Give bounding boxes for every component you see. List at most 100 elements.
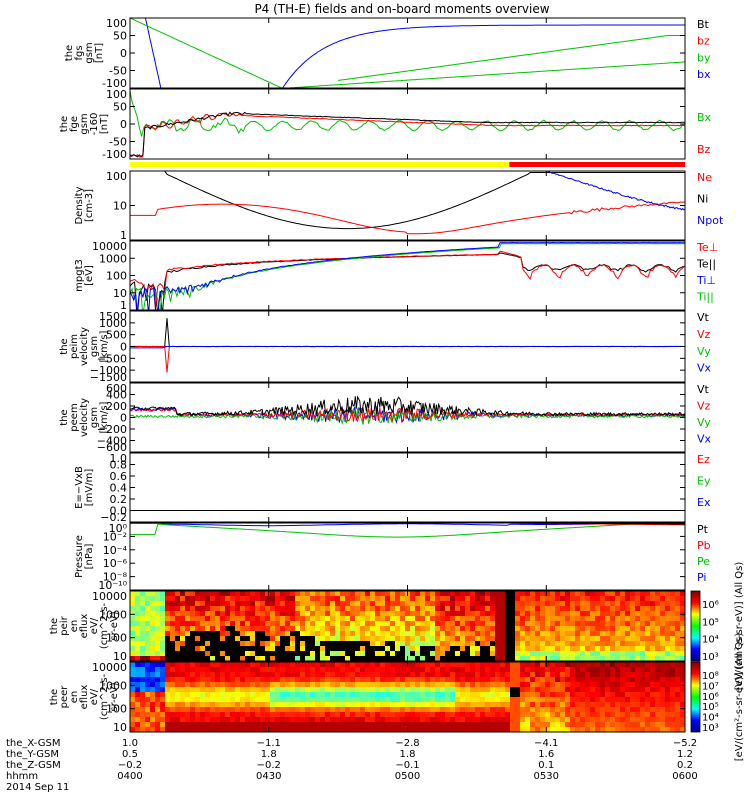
heatmap-cell — [490, 631, 496, 637]
heatmap-cell — [640, 601, 646, 607]
heatmap-cell — [470, 717, 476, 723]
heatmap-cell — [445, 626, 451, 632]
heatmap-cell — [390, 641, 396, 647]
heatmap-cell — [485, 646, 491, 652]
heatmap-cell — [515, 712, 521, 718]
heatmap-cell — [480, 702, 486, 708]
heatmap-cell — [330, 697, 336, 703]
heatmap-cell — [385, 601, 391, 607]
heatmap-cell — [575, 662, 581, 668]
heatmap-cell — [230, 677, 236, 683]
heatmap-cell — [650, 626, 656, 632]
heatmap-cell — [395, 702, 401, 708]
heatmap-cell — [375, 687, 381, 693]
heatmap-cell — [575, 712, 581, 718]
heatmap-cell — [360, 651, 366, 657]
heatmap-cell — [395, 591, 401, 597]
heatmap-cell — [470, 641, 476, 647]
legend-bx: Bx — [697, 111, 712, 124]
heatmap-cell — [675, 682, 681, 688]
heatmap-cell — [370, 662, 376, 668]
heatmap-cell — [290, 672, 296, 678]
heatmap-cell — [155, 616, 161, 622]
heatmap-cell — [225, 682, 231, 688]
heatmap-cell — [530, 677, 536, 683]
heatmap-cell — [310, 727, 316, 732]
heatmap-cell — [295, 702, 301, 708]
heatmap-cell — [650, 596, 656, 602]
heatmap-cell — [680, 672, 685, 678]
heatmap-cell — [450, 651, 456, 657]
heatmap-cell — [550, 692, 556, 698]
heatmap-cell — [515, 727, 521, 732]
heatmap-cell — [590, 616, 596, 622]
heatmap-cell — [490, 712, 496, 718]
heatmap-cell — [490, 727, 496, 732]
heatmap-cell — [395, 667, 401, 673]
heatmap-cell — [440, 626, 446, 632]
heatmap-cell — [280, 601, 286, 607]
heatmap-cell — [610, 596, 616, 602]
heatmap-cell — [460, 606, 466, 612]
heatmap-cell — [440, 591, 446, 597]
heatmap-cell — [575, 616, 581, 622]
heatmap-cell — [580, 687, 586, 693]
heatmap-cell — [345, 596, 351, 602]
heatmap-cell — [370, 606, 376, 612]
heatmap-cell — [315, 672, 321, 678]
heatmap-cell — [140, 651, 146, 657]
heatmap-cell — [300, 722, 306, 728]
heatmap-cell — [165, 606, 171, 612]
heatmap-cell — [215, 606, 221, 612]
heatmap-cell — [285, 727, 291, 732]
heatmap-cell — [345, 727, 351, 732]
heatmap-cell — [595, 692, 601, 698]
heatmap-cell — [360, 631, 366, 637]
heatmap-cell — [605, 621, 611, 627]
heatmap-cell — [140, 692, 146, 698]
heatmap-cell — [570, 707, 576, 713]
heatmap-cell — [490, 646, 496, 652]
heatmap-cell — [330, 626, 336, 632]
heatmap-cell — [425, 606, 431, 612]
heatmap-cell — [610, 662, 616, 668]
heatmap-cell — [465, 717, 471, 723]
heatmap-cell — [145, 727, 151, 732]
heatmap-cell — [585, 626, 591, 632]
heatmap-cell — [605, 702, 611, 708]
heatmap-cell — [365, 692, 371, 698]
heatmap-cell — [565, 682, 571, 688]
heatmap-cell — [415, 601, 421, 607]
y-tick-label: 10⁻² — [103, 530, 127, 543]
heatmap-cell — [250, 687, 256, 693]
heatmap-cell — [515, 606, 521, 612]
heatmap-cell — [515, 621, 521, 627]
heatmap-cell — [160, 646, 166, 652]
heatmap-cell — [165, 707, 171, 713]
heatmap-cell — [170, 646, 176, 652]
heatmap-cell — [295, 727, 301, 732]
heatmap-cell — [565, 672, 571, 678]
heatmap-cell — [605, 591, 611, 597]
heatmap-cell — [200, 662, 206, 668]
heatmap-cell — [490, 616, 496, 622]
heatmap-cell — [195, 621, 201, 627]
heatmap-cell — [195, 646, 201, 652]
heatmap-cell — [550, 636, 556, 642]
heatmap-cell — [315, 631, 321, 637]
heatmap-cell — [520, 626, 526, 632]
heatmap-cell — [540, 717, 546, 723]
heatmap-cell — [365, 626, 371, 632]
heatmap-cell — [335, 631, 341, 637]
heatmap-cell — [660, 611, 666, 617]
heatmap-cell — [305, 641, 311, 647]
heatmap-cell — [155, 672, 161, 678]
heatmap-cell — [435, 646, 441, 652]
heatmap-cell — [295, 677, 301, 683]
heatmap-cell — [165, 646, 171, 652]
heatmap-cell — [405, 667, 411, 673]
heatmap-cell — [190, 727, 196, 732]
heatmap-cell — [500, 662, 506, 668]
heatmap-cell — [495, 682, 501, 688]
heatmap-cell — [415, 717, 421, 723]
